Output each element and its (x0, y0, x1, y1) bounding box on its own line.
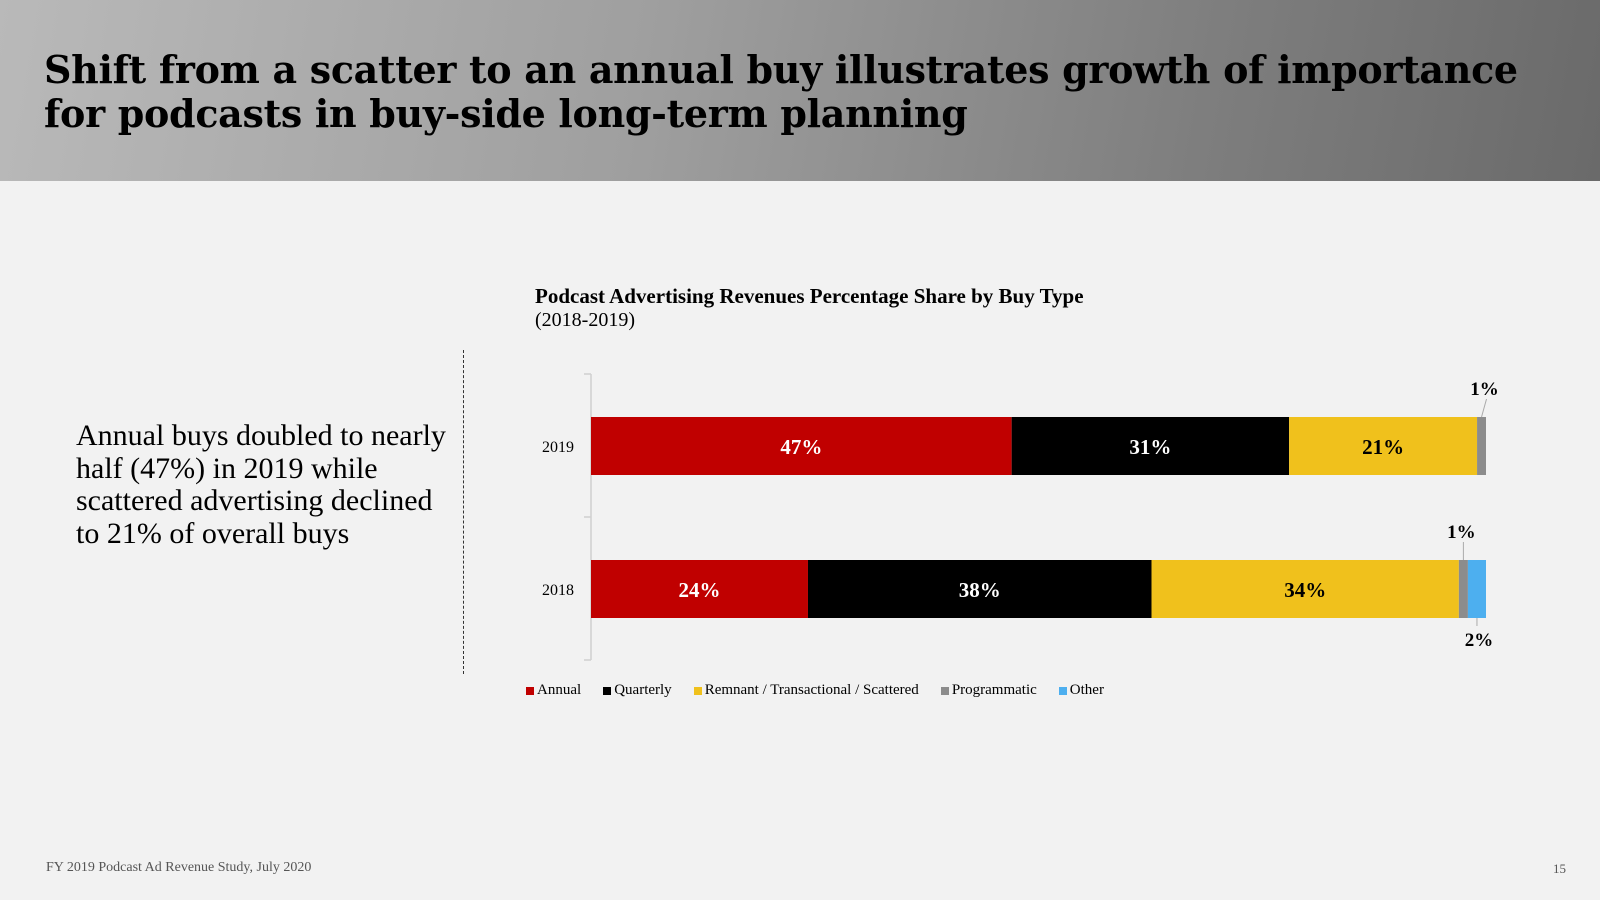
legend-item-other: Other (1058, 682, 1104, 699)
legend-swatch-remnant-transactional-scattered (693, 686, 702, 695)
legend-label-programmatic: Programmatic (951, 682, 1037, 698)
legend-item-remnant-transactional-scattered: Remnant / Transactional / Scattered (693, 682, 919, 699)
legend-label-other: Other (1069, 682, 1104, 698)
legend-swatch-other (1058, 686, 1067, 695)
chart-title: Podcast Advertising Revenues Percentage … (535, 284, 1084, 308)
leader-line (1481, 398, 1488, 418)
bar-remnant-transactional-scattered-2018 (1151, 560, 1459, 618)
legend-label-quarterly: Quarterly (614, 682, 672, 698)
legend-item-quarterly: Quarterly (603, 682, 672, 699)
data-label-other-2018: 2% (1465, 630, 1494, 651)
footer-source: FY 2019 Podcast Ad Revenue Study, July 2… (46, 860, 312, 875)
data-label-remnant-transactional-scattered-2018: 34% (1284, 578, 1326, 602)
bar-annual-2019 (591, 417, 1012, 475)
bar-remnant-transactional-scattered-2019 (1289, 417, 1478, 475)
bar-programmatic-2019 (1477, 417, 1486, 475)
legend-item-programmatic: Programmatic (940, 682, 1037, 699)
header-banner: Shift from a scatter to an annual buy il… (0, 0, 1600, 181)
legend-swatch-quarterly (603, 686, 612, 695)
data-label-quarterly-2018: 38% (959, 578, 1001, 602)
legend-label-annual: Annual (537, 682, 582, 698)
chart-legend: Annual Quarterly Remnant / Transactional /… (0, 682, 1600, 699)
legend-swatch-programmatic (940, 686, 949, 695)
bar-other-2018 (1467, 560, 1486, 618)
bar-quarterly-2019 (1011, 417, 1290, 475)
data-label-quarterly-2019: 31% (1129, 435, 1171, 459)
data-label-programmatic-2019: 1% (1470, 379, 1499, 400)
category-label-2018: 2018 (542, 582, 574, 599)
legend-item-annual: Annual (526, 682, 581, 699)
bar-programmatic-2018 (1458, 560, 1468, 618)
data-label-annual-2018: 24% (678, 578, 720, 602)
data-label-programmatic-2018: 1% (1447, 522, 1476, 543)
bar-annual-2018 (591, 560, 808, 618)
page-title: Shift from a scatter to an annual buy il… (44, 47, 1518, 136)
key-insight-text: Annual buys doubled to nearly half (47%)… (76, 419, 446, 550)
legend-label-remnant-transactional-scattered: Remnant / Transactional / Scattered (704, 682, 919, 698)
chart-subtitle: (2018-2019) (535, 309, 635, 331)
data-label-annual-2019: 47% (780, 435, 822, 459)
page-number: 15 (1553, 861, 1566, 876)
vertical-divider (463, 350, 464, 674)
bar-quarterly-2018 (807, 560, 1152, 618)
category-label-2019: 2019 (542, 439, 574, 456)
data-label-remnant-transactional-scattered-2019: 21% (1362, 435, 1404, 459)
legend-swatch-annual (526, 686, 535, 695)
